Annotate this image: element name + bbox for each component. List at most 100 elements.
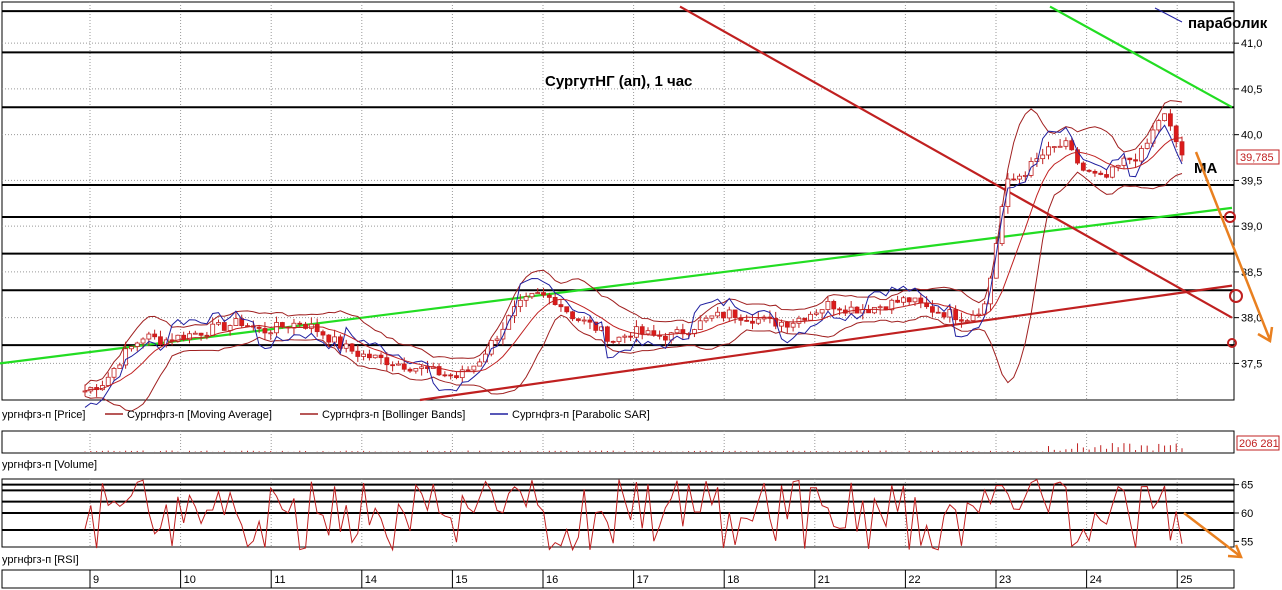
candle-body [407, 368, 413, 372]
forecast-arrows [1194, 151, 1274, 344]
ma-line [84, 137, 1183, 392]
x-tick-label: 11 [274, 574, 285, 586]
candle-body [192, 332, 198, 335]
trend-line [1049, 5, 1233, 109]
candle-body [964, 320, 970, 322]
candle-body [924, 302, 930, 308]
volume-last-label: 206 281 [1239, 438, 1279, 450]
candle-body [82, 390, 88, 393]
horizontal-gridlines [2, 42, 1234, 364]
candle-body [744, 319, 750, 322]
candle-body [355, 350, 361, 357]
x-tick-label: 15 [455, 574, 467, 586]
candle-body [454, 375, 459, 379]
candle-body [541, 292, 546, 296]
last-price-box [1236, 149, 1280, 165]
candle-body [1115, 164, 1121, 168]
rsi-label: ургнфгз-п [RSI] [2, 554, 79, 566]
candle-body [546, 294, 552, 298]
candle-body [959, 319, 964, 322]
candle-body [1040, 154, 1046, 160]
candle-body [442, 374, 448, 377]
rsi-tick-label: 60 [1241, 508, 1253, 520]
candle-body [732, 309, 738, 318]
candle-body [558, 304, 564, 308]
bollinger-lower [84, 171, 1183, 412]
candle-body [848, 306, 854, 314]
y-tick-label: 39,0 [1241, 221, 1262, 233]
x-axis: 9 10 11 14 15 16 17 18 21 22 23 24 25 [1, 569, 1235, 589]
y-tick-label: 41,0 [1241, 38, 1262, 50]
candle-body [697, 320, 703, 330]
candle-body [930, 306, 935, 313]
candle-body [755, 318, 761, 324]
candle-body [703, 317, 709, 322]
candle-body [912, 297, 918, 303]
x-tick-label: 14 [365, 574, 377, 586]
candle-body [976, 313, 982, 316]
legend-entry: Сургнфгз-п [Bollinger Bands] [322, 409, 465, 421]
candle-body [895, 299, 900, 303]
volume-label: ургнфгз-п [Volume] [2, 459, 97, 471]
candle-body [384, 357, 390, 366]
candle-body [256, 326, 262, 329]
candles [82, 109, 1185, 397]
candle-body [1017, 175, 1022, 180]
candle-body [372, 354, 378, 359]
candle-body [361, 353, 367, 357]
bollinger-bands [84, 100, 1183, 412]
candle-body [1080, 162, 1086, 171]
candle-body [111, 368, 117, 378]
candle-body [622, 335, 628, 338]
x-tick-label: 21 [818, 574, 830, 586]
candle-body [610, 340, 616, 343]
candle-body [326, 334, 332, 343]
moving-average [84, 137, 1183, 392]
candle-body [808, 313, 813, 321]
candle-body [1005, 178, 1011, 207]
candle-body [837, 308, 842, 311]
parabolic-sar [84, 124, 1183, 408]
candle-body [396, 363, 401, 366]
candle-body [645, 330, 651, 335]
candle-body [790, 322, 796, 328]
candle-body [570, 311, 575, 320]
candle-body [367, 353, 372, 359]
candle-body [674, 329, 680, 334]
candle-body [262, 328, 268, 334]
candle-body [210, 323, 216, 336]
candle-body [308, 323, 314, 329]
candle-body [198, 332, 204, 336]
candle-body [1011, 178, 1017, 181]
candle-body [129, 346, 134, 350]
candle-body [993, 243, 999, 279]
candle-body [117, 364, 123, 369]
rsi-levels [2, 483, 1234, 531]
x-tick-label: 17 [637, 574, 649, 586]
parabolic-annotation: параболик [1188, 15, 1268, 32]
rsi-line [84, 478, 1183, 552]
candle-body [831, 301, 837, 310]
legend-entry: Сургнфгз-п [Parabolic SAR] [512, 409, 650, 421]
candle-body [140, 338, 146, 344]
candle-body [906, 297, 912, 303]
candle-body [680, 329, 686, 335]
candle-body [465, 369, 471, 372]
candle-body [1127, 157, 1133, 161]
candle-body [1144, 142, 1150, 149]
candle-body [953, 309, 959, 321]
x-tick-label: 10 [184, 574, 196, 586]
candle-body [813, 312, 819, 315]
candle-body [1138, 148, 1144, 162]
y-tick-label: 38,5 [1241, 267, 1262, 279]
legend: ургнфгз-п [Price] Сургнфгз-п [Moving Aver… [2, 409, 650, 421]
candle-body [517, 299, 523, 308]
candle-body [448, 374, 454, 377]
candle-body [889, 299, 895, 311]
candle-body [900, 297, 906, 303]
candle-body [158, 336, 163, 345]
candle-body [1051, 146, 1057, 149]
candle-body [564, 306, 570, 313]
candle-body [1173, 125, 1179, 143]
price-axis-ticks: 41,0 40,5 40,0 39,5 39,0 38,5 38,0 37,5 [1234, 38, 1262, 370]
